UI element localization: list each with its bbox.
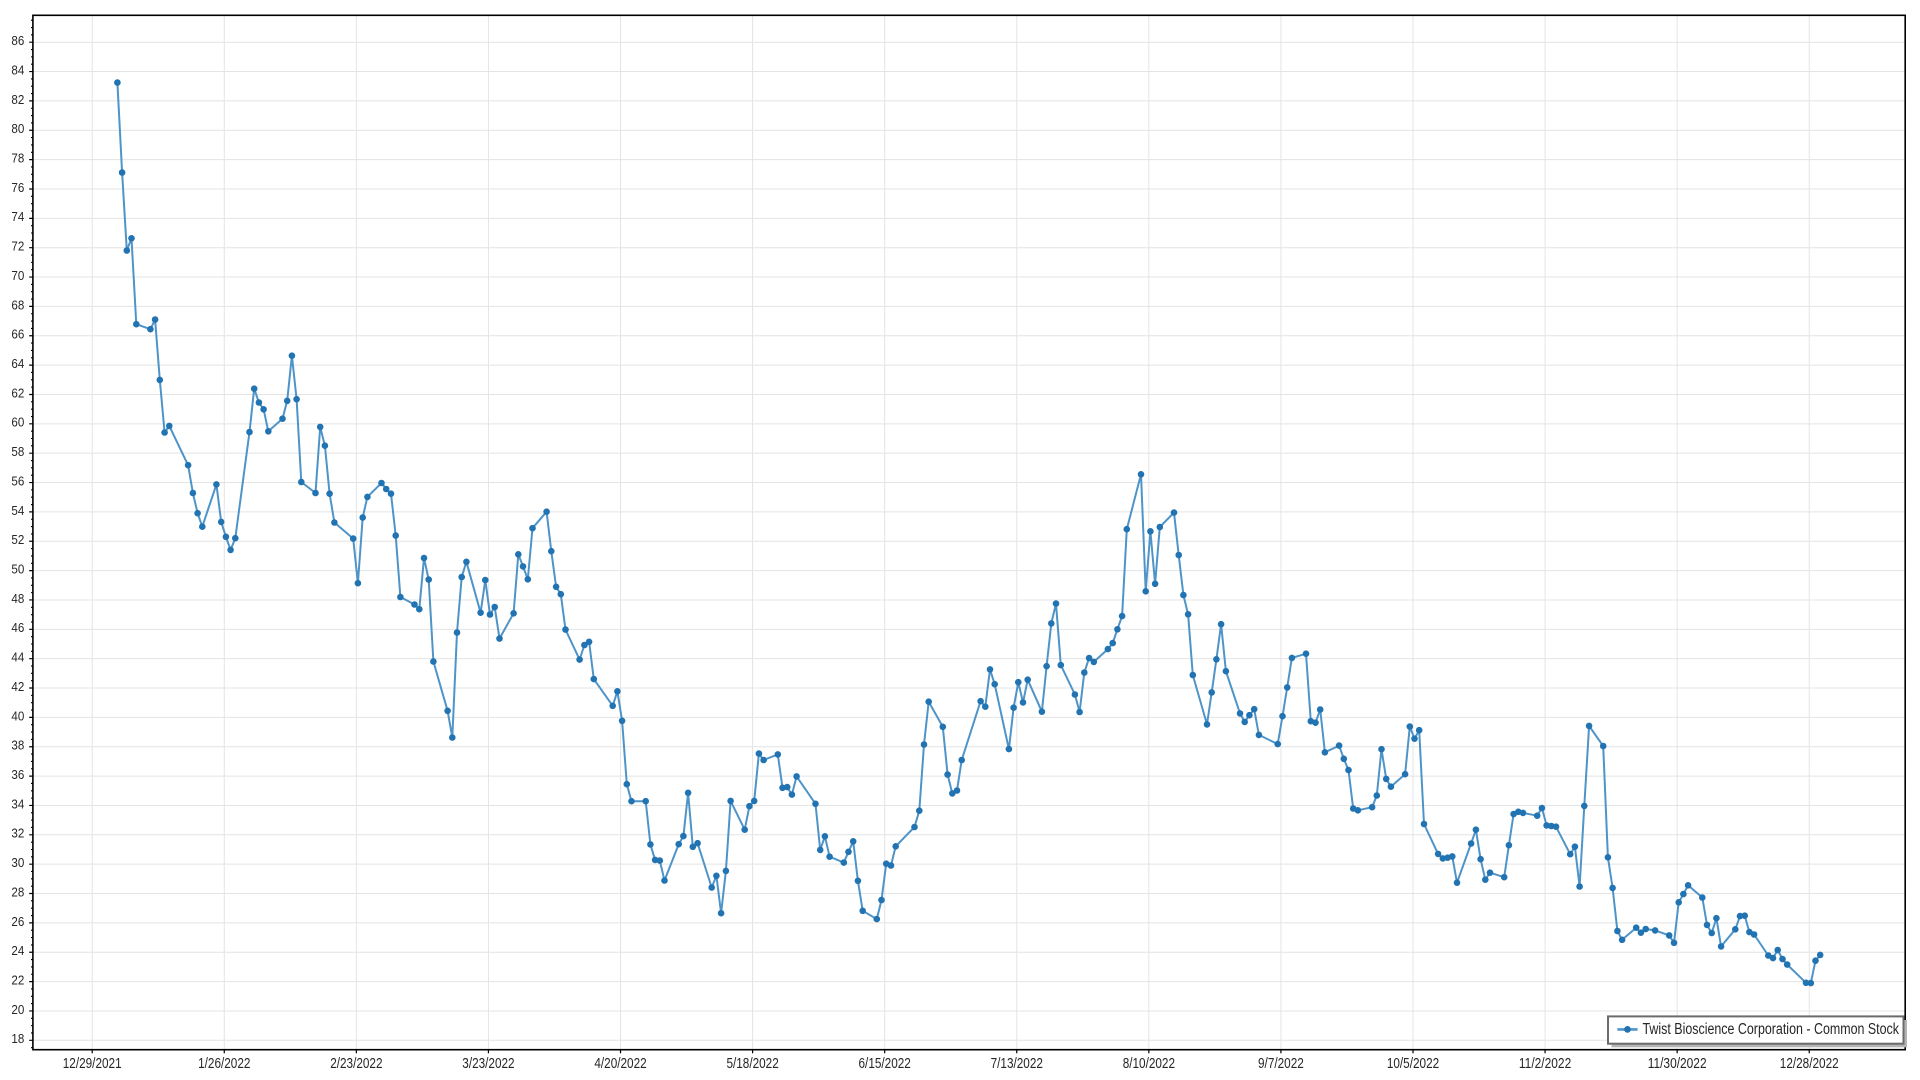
svg-text:66: 66 [11, 328, 24, 342]
svg-text:9/7/2022: 9/7/2022 [1258, 1056, 1304, 1072]
svg-text:62: 62 [11, 386, 24, 400]
svg-text:52: 52 [11, 533, 24, 547]
svg-text:5/18/2022: 5/18/2022 [726, 1056, 778, 1072]
svg-text:34: 34 [11, 797, 24, 811]
svg-text:11/30/2022: 11/30/2022 [1648, 1056, 1707, 1072]
svg-text:72: 72 [11, 240, 24, 254]
svg-text:12/28/2022: 12/28/2022 [1780, 1056, 1839, 1072]
svg-text:32: 32 [11, 827, 24, 841]
svg-text:54: 54 [11, 504, 24, 518]
svg-text:Twist Bioscience Corporation -: Twist Bioscience Corporation - Common St… [1643, 1021, 1900, 1038]
svg-text:7/13/2022: 7/13/2022 [991, 1056, 1043, 1072]
svg-text:12/29/2021: 12/29/2021 [63, 1056, 122, 1072]
svg-text:3/23/2022: 3/23/2022 [462, 1056, 514, 1072]
svg-text:2/23/2022: 2/23/2022 [330, 1056, 382, 1072]
svg-text:74: 74 [11, 210, 24, 224]
svg-text:70: 70 [11, 269, 24, 283]
svg-text:42: 42 [11, 680, 24, 694]
svg-text:4/20/2022: 4/20/2022 [594, 1056, 646, 1072]
svg-text:40: 40 [11, 709, 24, 723]
svg-text:20: 20 [11, 1003, 24, 1017]
svg-text:36: 36 [11, 768, 24, 782]
svg-text:50: 50 [11, 563, 24, 577]
svg-text:30: 30 [11, 856, 24, 870]
svg-text:86: 86 [11, 34, 24, 48]
svg-text:48: 48 [11, 592, 24, 606]
svg-text:80: 80 [11, 122, 24, 136]
svg-text:18: 18 [11, 1032, 24, 1046]
svg-text:60: 60 [11, 416, 24, 430]
svg-text:38: 38 [11, 739, 24, 753]
svg-text:1/26/2022: 1/26/2022 [198, 1056, 250, 1072]
svg-text:56: 56 [11, 474, 24, 488]
svg-text:28: 28 [11, 885, 24, 899]
svg-text:6/15/2022: 6/15/2022 [859, 1056, 911, 1072]
svg-text:24: 24 [11, 944, 24, 958]
svg-text:44: 44 [11, 651, 24, 665]
svg-text:26: 26 [11, 915, 24, 929]
svg-text:11/2/2022: 11/2/2022 [1519, 1056, 1571, 1072]
svg-text:8/10/2022: 8/10/2022 [1123, 1056, 1175, 1072]
svg-text:76: 76 [11, 181, 24, 195]
svg-text:10/5/2022: 10/5/2022 [1387, 1056, 1439, 1072]
svg-text:46: 46 [11, 621, 24, 635]
svg-text:68: 68 [11, 298, 24, 312]
svg-text:22: 22 [11, 973, 24, 987]
svg-text:78: 78 [11, 152, 24, 166]
svg-text:64: 64 [11, 357, 24, 371]
svg-text:84: 84 [11, 63, 24, 77]
svg-text:58: 58 [11, 445, 24, 459]
svg-text:82: 82 [11, 93, 24, 107]
